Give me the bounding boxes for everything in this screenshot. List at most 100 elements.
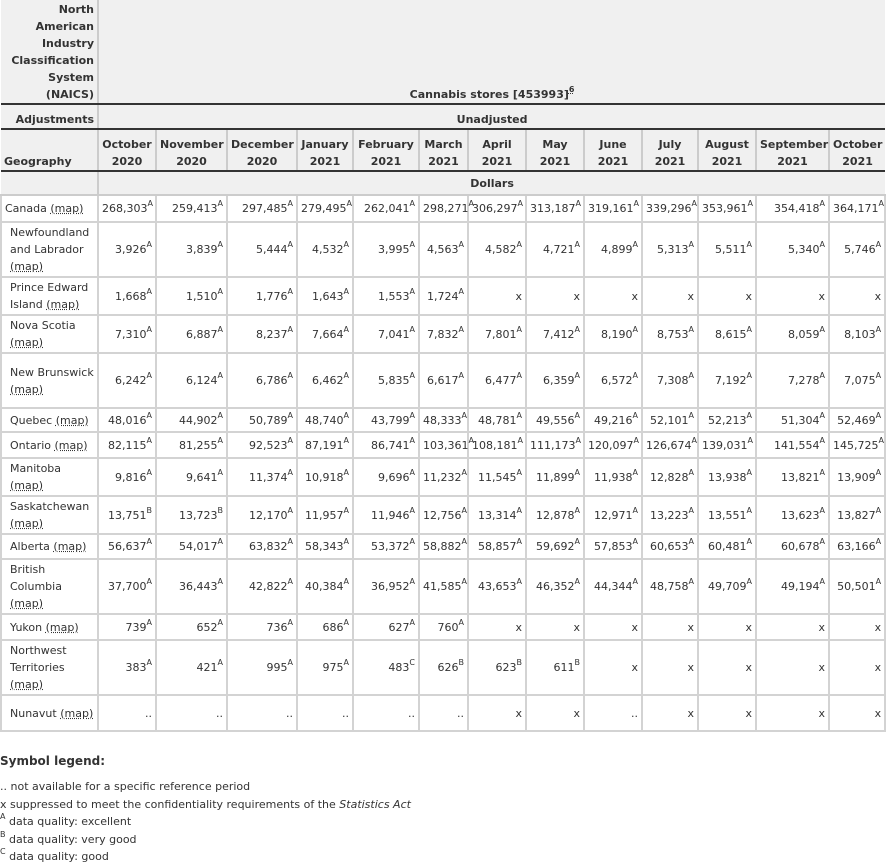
map-link[interactable]: (map) [10, 479, 44, 492]
value-cell: 4,721A [525, 221, 585, 278]
geography-name: Canada [5, 202, 51, 215]
value-cell: 13,938A [697, 457, 757, 497]
value-cell: x [697, 613, 757, 641]
value-cell: x [641, 276, 699, 316]
value-cell: 63,832A [226, 533, 298, 560]
value-cell: 383A [97, 639, 157, 696]
quality-flag: A [516, 467, 522, 477]
quality-flag: A [632, 577, 638, 586]
value-cell: x [525, 694, 585, 732]
legend-item: x suppressed to meet the confidentiality… [0, 797, 411, 811]
geography-cell: Alberta (map) [0, 533, 99, 560]
month-header: October 2020 [97, 129, 156, 172]
value-cell: 8,753A [641, 314, 699, 354]
value-cell: 13,314A [467, 495, 527, 535]
value-cell: .. [418, 694, 469, 732]
geography-name: Ontario [10, 438, 55, 452]
footnote-link[interactable]: 6 [568, 85, 575, 94]
value-cell: 739A [97, 613, 157, 641]
map-link[interactable]: (map) [60, 706, 94, 720]
quality-flag: A [574, 505, 580, 515]
value-cell: 8,059A [755, 314, 830, 354]
quality-flag: A [688, 371, 694, 380]
map-link[interactable]: (map) [10, 260, 44, 273]
map-link[interactable]: (map) [45, 620, 79, 634]
quality-flag: A [146, 435, 152, 445]
unit-label: Dollars [98, 171, 886, 196]
value-cell: .. [583, 694, 643, 732]
legend-title: Symbol legend: [0, 754, 106, 768]
map-link[interactable]: (map) [54, 438, 88, 452]
value-cell: 57,853A [583, 533, 643, 560]
value-cell: x [467, 276, 527, 316]
map-link[interactable]: (map) [46, 298, 80, 311]
quality-flag: A [633, 435, 639, 445]
value-cell: 9,641A [155, 457, 228, 497]
quality-flag: A [409, 199, 415, 208]
quality-flag: A [146, 410, 152, 420]
quality-flag: A [875, 577, 882, 586]
quality-flag: A [688, 505, 694, 515]
value-cell: 611B [525, 639, 585, 696]
map-link[interactable]: (map) [53, 540, 87, 553]
geography-name: New Brunswick [10, 365, 94, 379]
quality-flag: A [343, 286, 349, 296]
quality-flag: B [146, 505, 153, 515]
map-link[interactable]: (map) [10, 517, 44, 530]
quality-flag: A [878, 435, 884, 445]
quality-flag: A [819, 467, 825, 477]
value-cell: 1,510A [155, 276, 228, 316]
month-header: April 2021 [467, 129, 526, 172]
value-cell: .. [97, 694, 157, 732]
value-cell: 1,668A [97, 276, 157, 316]
value-cell: 108,181A [467, 431, 527, 459]
value-cell: 1,553A [352, 276, 420, 316]
value-cell: 6,462A [296, 352, 354, 409]
value-cell: 6,359A [525, 352, 585, 409]
value-cell: 5,444A [226, 221, 298, 278]
value-cell: 364,171A [827, 194, 887, 223]
geography-header: Geography [1, 129, 99, 172]
value-cell: 6,572A [583, 352, 643, 409]
value-cell: x [525, 613, 585, 641]
quality-flag: A [217, 577, 223, 586]
table-row: Yukon (map) 739A 652A 736A 686A 627A 760A x x x x x… [0, 613, 887, 641]
quality-flag: A [461, 577, 467, 586]
value-cell: 36,952A [352, 558, 420, 615]
value-cell: 59,692A [525, 533, 585, 560]
map-link[interactable]: (map) [55, 413, 89, 427]
quality-flag: A [688, 537, 694, 546]
map-link[interactable]: (map) [10, 336, 44, 349]
quality-flag: A [819, 435, 825, 445]
value-cell: x [583, 639, 643, 696]
geography-name: Quebec [10, 413, 56, 427]
value-cell: 13,551A [697, 495, 757, 535]
value-cell: x [467, 694, 527, 732]
value-cell: 12,971A [583, 495, 643, 535]
value-cell: x [827, 694, 887, 732]
value-cell: 9,816A [97, 457, 157, 497]
quality-flag: A [574, 410, 580, 420]
map-link[interactable]: (map) [10, 678, 44, 691]
quality-flag: A [287, 286, 293, 296]
geography-name: Manitoba [10, 462, 62, 475]
value-cell: 3,926A [97, 221, 157, 278]
value-cell: x [697, 694, 757, 732]
map-link[interactable]: (map) [50, 202, 84, 215]
geography-name: Alberta [10, 540, 54, 553]
map-link[interactable]: (map) [10, 382, 44, 396]
value-cell: 4,899A [583, 221, 643, 278]
value-cell: 268,303A [97, 194, 157, 223]
quality-flag: A [458, 617, 464, 627]
quality-flag: A [217, 435, 223, 445]
quality-flag: A [343, 505, 349, 515]
geography-cell: Saskatchewan (map) [0, 495, 99, 535]
value-cell: 5,511A [697, 221, 757, 278]
value-cell: 6,617A [418, 352, 469, 409]
month-header: August 2021 [697, 129, 756, 172]
map-link[interactable]: (map) [10, 597, 44, 610]
quality-flag: A [632, 371, 638, 380]
quality-flag: A [688, 467, 694, 477]
quality-flag: A [409, 577, 415, 586]
quality-flag: A [343, 371, 349, 380]
